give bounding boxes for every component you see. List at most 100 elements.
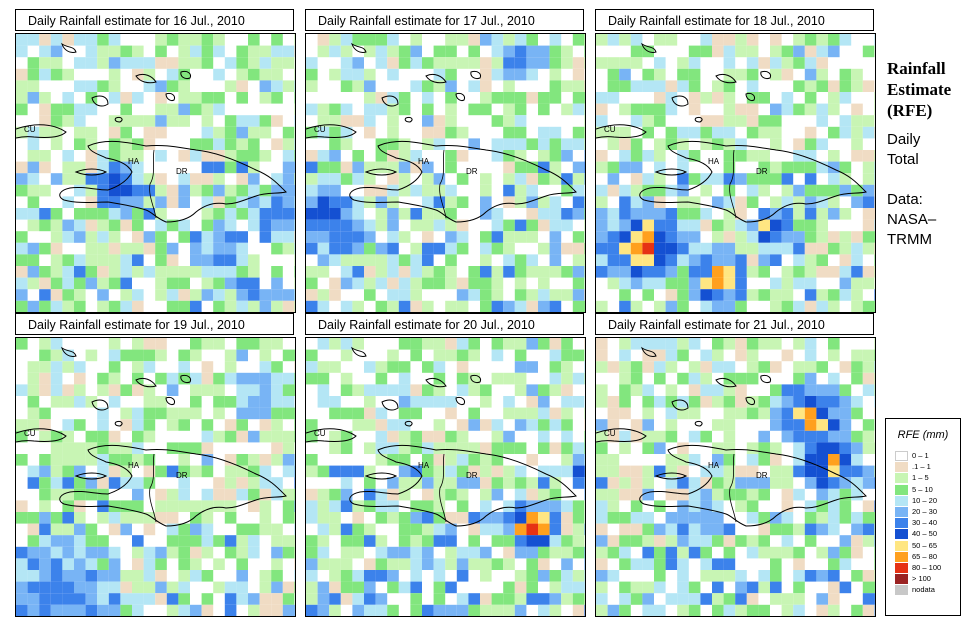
rainfall-cell xyxy=(468,535,480,547)
rainfall-cell xyxy=(50,349,63,362)
rainfall-cell xyxy=(178,535,190,547)
rainfall-cell xyxy=(108,184,121,197)
rainfall-cell xyxy=(688,593,701,605)
rainfall-cell xyxy=(329,558,341,570)
rainfall-cell xyxy=(793,161,805,174)
rainfall-cell xyxy=(294,300,295,312)
rainfall-cell xyxy=(422,126,434,139)
rainfall-cell xyxy=(538,277,550,290)
rainfall-cell xyxy=(874,289,875,301)
rainfall-cell xyxy=(677,80,689,92)
rainfall-cell xyxy=(549,57,562,69)
rainfall-cell xyxy=(862,570,875,582)
rainfall-cell xyxy=(607,161,620,174)
rainfall-cell xyxy=(97,254,109,266)
rainfall-cell xyxy=(259,184,272,197)
rainfall-cell xyxy=(445,581,457,594)
rainfall-cell xyxy=(642,219,654,232)
rainfall-cell xyxy=(271,289,283,301)
rainfall-cell xyxy=(422,477,434,489)
rainfall-cell xyxy=(224,546,237,559)
rainfall-cell xyxy=(224,80,237,92)
rainfall-cell xyxy=(642,150,654,162)
rainfall-cell xyxy=(665,254,678,266)
rainfall-cell xyxy=(596,92,608,104)
rainfall-cell xyxy=(236,254,248,266)
rainfall-cell xyxy=(422,384,434,396)
rainfall-cell xyxy=(340,500,353,512)
rainfall-cell xyxy=(758,535,770,547)
rainfall-cell xyxy=(746,604,759,616)
rainfall-cell xyxy=(445,407,457,420)
rainfall-cell xyxy=(700,384,712,396)
rainfall-cell xyxy=(828,289,840,301)
rainfall-cell xyxy=(561,558,573,570)
rainfall-cell xyxy=(526,361,538,373)
rainfall-cell xyxy=(16,500,28,512)
rainfall-cell xyxy=(50,338,63,350)
rainfall-cell xyxy=(16,231,28,243)
legend-item: 40 – 50 xyxy=(895,529,959,540)
rainfall-cell xyxy=(688,277,701,290)
rainfall-cell xyxy=(584,161,585,174)
rainfall-cell xyxy=(839,581,852,594)
rainfall-cell xyxy=(85,57,98,69)
rainfall-cell xyxy=(271,430,283,443)
rainfall-cell xyxy=(236,150,248,162)
rainfall-cell xyxy=(259,231,272,243)
rainfall-panel-jul-16: Daily Rainfall estimate for 16 Jul., 201… xyxy=(15,9,296,313)
rainfall-cell xyxy=(271,535,283,547)
rainfall-cell xyxy=(422,558,434,570)
rainfall-cell xyxy=(306,570,318,582)
rainfall-cell xyxy=(712,488,724,501)
rainfall-cell xyxy=(654,338,666,350)
rainfall-cell xyxy=(619,126,631,139)
rainfall-cell xyxy=(224,242,237,255)
rainfall-cell xyxy=(781,465,794,478)
rainfall-cell xyxy=(248,277,260,290)
rainfall-cell xyxy=(804,57,817,69)
rainfall-cell xyxy=(132,407,144,420)
rainfall-cell xyxy=(828,419,840,431)
rainfall-cell xyxy=(514,407,527,420)
rainfall-cell xyxy=(828,173,840,185)
rainfall-cell xyxy=(422,173,434,185)
rainfall-cell xyxy=(190,266,202,278)
rainfall-cell xyxy=(352,115,364,127)
rainfall-cell xyxy=(456,477,469,489)
rainfall-cell xyxy=(364,45,376,58)
rainfall-cell xyxy=(851,115,863,127)
rainfall-cell xyxy=(224,138,237,150)
rainfall-cell xyxy=(74,523,86,536)
product-title-line-2: Estimate xyxy=(887,80,952,99)
rainfall-cell xyxy=(294,184,295,197)
rainfall-cell xyxy=(16,338,28,350)
rainfall-cell xyxy=(480,558,492,570)
island-coastline xyxy=(455,397,465,405)
rainfall-cell xyxy=(387,115,399,127)
rainfall-cell xyxy=(248,57,260,69)
rainfall-cell xyxy=(874,92,875,104)
rainfall-cell xyxy=(480,231,492,243)
rainfall-cell xyxy=(329,277,341,290)
dominican-republic-label: DR xyxy=(466,167,478,176)
rainfall-cell xyxy=(828,242,840,255)
rainfall-cell xyxy=(201,430,214,443)
rainfall-cell xyxy=(352,419,364,431)
rainfall-cell xyxy=(27,161,40,174)
rainfall-cell xyxy=(143,266,156,278)
rainfall-cell xyxy=(758,231,770,243)
rainfall-cell xyxy=(201,208,214,220)
rainfall-cell xyxy=(804,407,817,420)
rainfall-cell xyxy=(781,546,794,559)
rainfall-cell xyxy=(746,593,759,605)
rainfall-cell xyxy=(74,581,86,594)
rainfall-cell xyxy=(352,150,364,162)
rainfall-cell xyxy=(642,277,654,290)
rainfall-cell xyxy=(862,300,875,312)
rainfall-cell xyxy=(596,535,608,547)
rainfall-cell xyxy=(387,477,399,489)
rainfall-cell xyxy=(572,593,585,605)
rainfall-cell xyxy=(271,92,283,104)
rainfall-cell xyxy=(619,604,631,616)
